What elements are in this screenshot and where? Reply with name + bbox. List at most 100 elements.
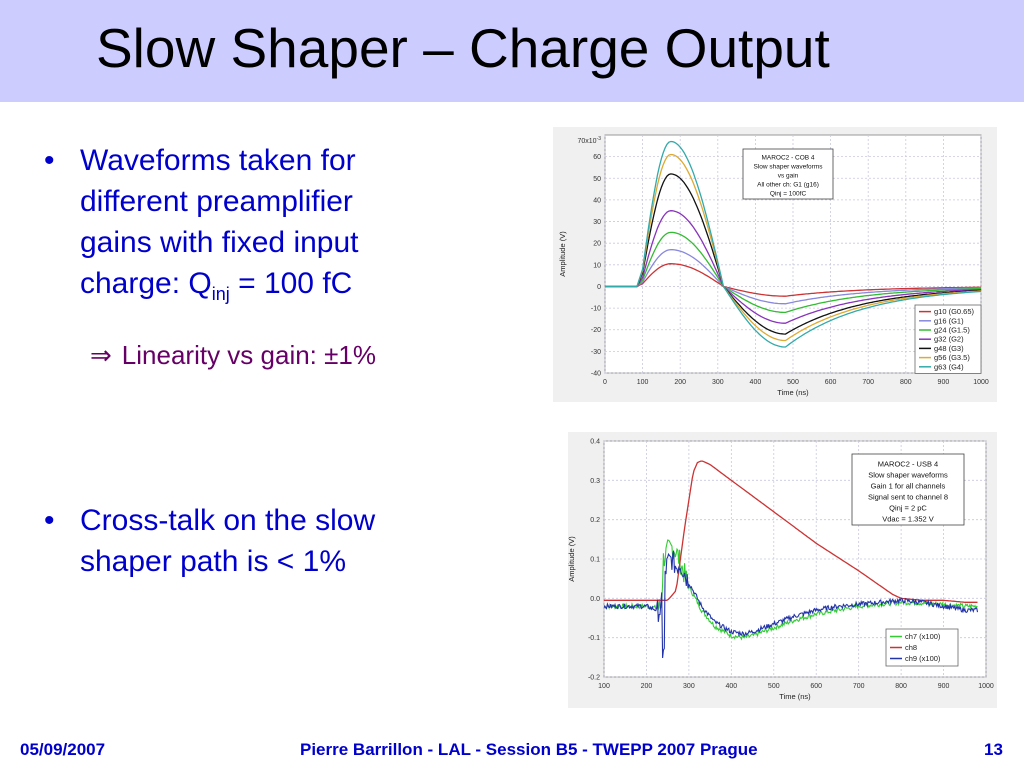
series-line: [605, 173, 981, 335]
annotation-line: Slow shaper waveforms: [754, 164, 824, 171]
y-tick-label: 0.4: [590, 439, 600, 446]
y-axis-label: Amplitude (V): [568, 536, 576, 582]
annotation-line: Signal sent to channel 8: [868, 493, 948, 502]
x-tick-label: 100: [637, 379, 649, 386]
bullet-line: Waveforms taken for: [80, 144, 356, 177]
annotation-line: Gain 1 for all channels: [871, 482, 946, 491]
y-tick-label: 20: [593, 241, 601, 248]
x-axis-label: Time (ns): [779, 692, 811, 701]
annotation-line: Slow shaper waveforms: [868, 471, 948, 480]
series-line: [605, 153, 981, 342]
annotation-line: All other ch: G1 (g16): [757, 182, 819, 189]
x-tick-label: 400: [725, 683, 737, 690]
x-tick-label: 500: [768, 683, 780, 690]
y-tick-label: -20: [591, 327, 601, 334]
x-axis-label: Time (ns): [777, 388, 809, 397]
x-tick-label: 600: [810, 683, 822, 690]
legend-entry: ch8: [905, 643, 917, 652]
bullet-line-charge: charge: Qinj = 100 fC: [80, 263, 359, 315]
legend-entry: g63 (G4): [934, 362, 964, 371]
x-tick-label: 500: [787, 379, 799, 386]
x-tick-label: 1000: [973, 379, 989, 386]
page-title: Slow Shaper – Charge Output: [96, 17, 830, 79]
legend-entry: g48 (G3): [934, 344, 964, 353]
footer-date: 05/09/2007: [20, 740, 106, 759]
series-line: [605, 140, 981, 348]
y-tick-label: 10: [593, 262, 601, 269]
series-group: [604, 460, 979, 659]
series-line: [605, 263, 981, 297]
x-tick-label: 200: [674, 379, 686, 386]
y-exponent-sup: -3: [597, 136, 602, 142]
bullet-line: gains with fixed input: [80, 226, 359, 259]
y-tick-label: 50: [593, 176, 601, 183]
x-tick-label: 800: [895, 683, 907, 690]
legend-entry: g32 (G2): [934, 335, 964, 344]
x-tick-label: 800: [900, 379, 912, 386]
legend-entry: ch9 (x100): [905, 654, 941, 663]
annotation-line: vs gain: [778, 173, 799, 180]
x-tick-label: 700: [862, 379, 874, 386]
y-tick-label: 0.0: [590, 596, 600, 603]
charge-subscript: inj: [211, 284, 230, 304]
y-tick-label: 0.1: [590, 557, 600, 564]
x-tick-label: 400: [750, 379, 762, 386]
y-axis-label: Amplitude (V): [558, 231, 567, 277]
y-tick-label: 0.3: [590, 478, 600, 485]
sub-bullet-text: Linearity vs gain: ±1%: [121, 340, 376, 370]
sub-bullet-linearity: ⇒ Linearity vs gain: ±1%: [90, 340, 376, 371]
bullet-crosstalk: • Cross-talk on the slow shaper path is …: [44, 500, 376, 582]
x-tick-label: 700: [853, 683, 865, 690]
chart-gain-waveforms-svg: 0 100 200 300 400 500 600 700 800 900 1000-40-30-2…: [553, 127, 997, 402]
y-exponent-label: 70x10-3: [577, 136, 601, 145]
legend-entry: ch7 (x100): [905, 632, 941, 641]
legend-entry: g16 (G1): [934, 316, 964, 325]
bullet-waveforms: • Waveforms taken for different preampli…: [44, 140, 359, 315]
annotation-line: MAROC2 - COB 4: [761, 155, 814, 162]
charge-prefix: charge: Q: [80, 267, 212, 300]
series-line: [605, 249, 981, 305]
legend-entry: g24 (G1.5): [934, 326, 970, 335]
annotation-line: Qinj = 100fC: [770, 191, 807, 198]
x-tick-label: 900: [938, 379, 950, 386]
y-tick-label: 60: [593, 154, 601, 161]
annotation-box: [742, 148, 834, 200]
x-tick-label: 900: [938, 683, 950, 690]
annotation-line: MAROC2 - USB 4: [878, 460, 938, 469]
footer-center: Pierre Barrillon - LAL - Session B5 - TW…: [300, 740, 758, 759]
series-line: [605, 210, 981, 324]
chart-gain-waveforms: 0 100 200 300 400 500 600 700 800 900 1000 -40 -30 -2…: [553, 127, 997, 402]
implies-arrow-icon: ⇒: [90, 340, 112, 370]
y-tick-label: 0: [597, 284, 601, 291]
y-tick-label: -0.2: [588, 675, 600, 682]
x-tick-label: 600: [825, 379, 837, 386]
y-tick-label: -10: [591, 306, 601, 313]
annotation-line: Vdac = 1.352 V: [882, 515, 934, 524]
chart-crosstalk: 100 200 300 400 500 600 700 800 900 1000 -0.2 -0.1 0…: [567, 432, 997, 708]
annotation-line: Qinj = 2 pC: [889, 504, 927, 513]
y-tick-label: -30: [591, 349, 601, 356]
title-bar: Slow Shaper – Charge Output: [0, 0, 1024, 102]
bullet-line: Cross-talk on the slow: [80, 504, 376, 537]
x-tick-label: 300: [683, 683, 695, 690]
x-tick-label: 0: [603, 379, 607, 386]
bullet-line: different preamplifier: [80, 185, 353, 218]
series-line: [604, 550, 979, 659]
x-tick-label: 200: [641, 683, 653, 690]
chart-crosstalk-svg: 100 200 300 400 500 600 700 800 900 1000 -0.2 -0.1 0…: [567, 432, 997, 708]
y-tick-label: 0.2: [590, 517, 600, 524]
annotation-box: [851, 453, 965, 526]
y-tick-label: 40: [593, 197, 601, 204]
legend-entry: g56 (G3.5): [934, 353, 970, 362]
x-tick-label: 300: [712, 379, 724, 386]
charge-suffix: = 100 fC: [229, 267, 353, 300]
series-group: [605, 140, 981, 348]
x-tick-label: 100: [598, 683, 610, 690]
x-tick-label: 1000: [978, 683, 994, 690]
legend-entry: g10 (G0.65): [934, 307, 975, 316]
y-tick-label: 30: [593, 219, 601, 226]
y-tick-label: -40: [591, 371, 601, 378]
y-tick-label: -0.1: [588, 635, 600, 642]
footer-page-number: 13: [984, 740, 1003, 759]
bullet-dot: •: [44, 144, 55, 177]
